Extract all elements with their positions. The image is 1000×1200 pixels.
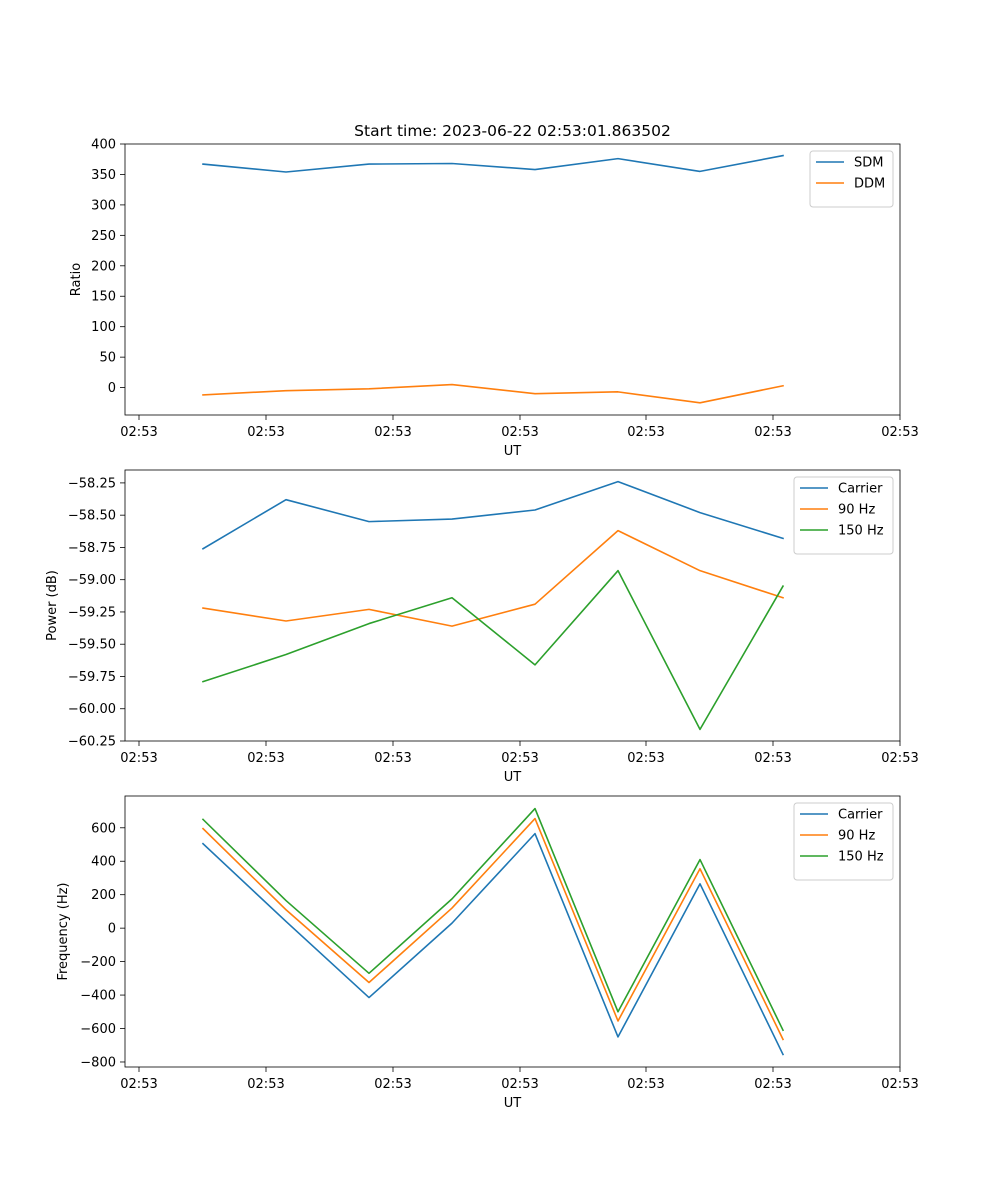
y-tick-label: 100: [91, 320, 116, 335]
y-axis-label: Ratio: [69, 263, 84, 296]
panel-3: 02:53 02:53 02:53 02:53 02:53 02:53 02:53 −800 −…: [56, 795, 919, 1111]
x-tick-label: 02:53: [627, 425, 664, 440]
legend: SDM DDM: [809, 150, 894, 208]
y-tick-label: −59.25: [68, 605, 116, 620]
legend: Carrier 90 Hz 150 Hz: [793, 476, 894, 555]
x-tick-label: 02:53: [120, 425, 157, 440]
x-tick-label: 02:53: [627, 1077, 664, 1092]
x-tick-label: 02:53: [881, 425, 918, 440]
panel-2: 02:53 02:53 02:53 02:53 02:53 02:53 02:53 −60.2…: [45, 469, 919, 785]
y-tick-label: 350: [91, 168, 116, 183]
x-tick-label: 02:53: [881, 1077, 918, 1092]
x-tick-label: 02:53: [247, 1077, 284, 1092]
x-tick-label: 02:53: [754, 425, 791, 440]
series-line-1: [201, 480, 785, 550]
series-line-1: [202, 154, 784, 173]
x-tick-label: 02:53: [881, 751, 918, 766]
y-tick-label: 300: [91, 198, 116, 213]
axes-frame: [124, 143, 901, 416]
legend-entry: 90 Hz: [838, 503, 875, 518]
y-tick-label: 600: [91, 821, 116, 836]
series-line-2: [201, 817, 785, 1041]
x-tick-label: 02:53: [120, 1077, 157, 1092]
figure-title: Start time: 2023-06-22 02:53:01.863502: [354, 122, 671, 140]
legend-entry: DDM: [854, 177, 885, 192]
x-tick-label: 02:53: [247, 751, 284, 766]
legend: Carrier 90 Hz 150 Hz: [793, 802, 894, 881]
y-tick-label: −400: [80, 989, 116, 1004]
y-tick-label: 0: [108, 381, 116, 396]
x-tick-label: 02:53: [120, 751, 157, 766]
series-line-1: [201, 832, 785, 1056]
y-tick-label: −60.25: [68, 735, 116, 750]
legend-entry: 150 Hz: [838, 524, 884, 539]
x-tick-label: 02:53: [501, 751, 538, 766]
y-tick-label: −59.00: [68, 573, 116, 588]
y-tick-label: −60.00: [68, 702, 116, 717]
y-tick-label: 50: [99, 351, 116, 366]
axes-frame: [124, 469, 901, 742]
y-axis-label: Frequency (Hz): [56, 882, 71, 980]
x-tick-label: 02:53: [374, 1077, 411, 1092]
series-line-2: [202, 383, 784, 404]
legend-box: [793, 802, 894, 881]
series-line-3: [201, 807, 785, 1032]
y-tick-label: −200: [80, 955, 116, 970]
y-tick-label: −58.50: [68, 509, 116, 524]
legend-entry: SDM: [854, 156, 883, 171]
x-axis-label: UT: [504, 1096, 522, 1111]
x-axis-label: UT: [504, 770, 522, 785]
x-tick-label: 02:53: [754, 1077, 791, 1092]
legend-entry: 90 Hz: [838, 829, 875, 844]
legend-entry: 150 Hz: [838, 850, 884, 865]
y-tick-label: −59.50: [68, 638, 116, 653]
y-tick-label: 200: [91, 259, 116, 274]
x-tick-label: 02:53: [501, 425, 538, 440]
x-tick-label: 02:53: [754, 751, 791, 766]
x-tick-label: 02:53: [247, 425, 284, 440]
y-tick-label: −600: [80, 1022, 116, 1037]
panel-1: 02:53 02:53 02:53 02:53 02:53 02:53 02:53 0 50 10…: [69, 138, 919, 460]
x-tick-label: 02:53: [627, 751, 664, 766]
panels: 02:53 02:53 02:53 02:53 02:53 02:53 02:53 0 50 10…: [45, 138, 919, 1112]
series-line-2: [202, 529, 785, 627]
x-tick-label: 02:53: [374, 751, 411, 766]
legend-box: [793, 476, 894, 555]
x-tick-label: 02:53: [501, 1077, 538, 1092]
y-tick-label: 150: [91, 290, 116, 305]
y-axis-label: Power (dB): [45, 570, 60, 641]
y-tick-label: −58.75: [68, 541, 116, 556]
legend-box: [809, 150, 894, 208]
y-tick-label: 200: [91, 888, 116, 903]
series-line-3: [201, 569, 785, 731]
y-tick-label: 400: [91, 855, 116, 870]
y-tick-label: −59.75: [68, 670, 116, 685]
y-tick-label: 0: [108, 922, 116, 937]
y-tick-label: 400: [91, 138, 116, 153]
x-tick-label: 02:53: [374, 425, 411, 440]
legend-entry: Carrier: [838, 482, 883, 497]
legend-entry: Carrier: [838, 808, 883, 823]
y-tick-label: −800: [80, 1055, 116, 1070]
y-tick-label: 250: [91, 229, 116, 244]
y-tick-label: −58.25: [68, 476, 116, 491]
axes-frame: [124, 795, 901, 1068]
x-axis-label: UT: [504, 444, 522, 459]
